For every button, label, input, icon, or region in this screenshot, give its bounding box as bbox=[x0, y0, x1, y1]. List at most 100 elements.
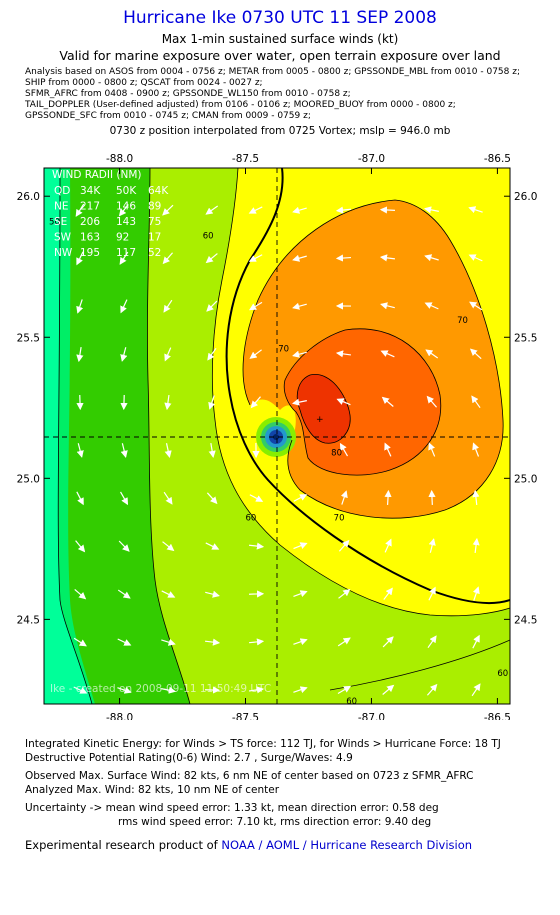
wind-vector-arrow bbox=[207, 347, 217, 361]
wind-vector-arrow bbox=[336, 398, 351, 406]
y-tick-label-left: 26.0 bbox=[17, 191, 40, 203]
uncertainty-line-1: Uncertainty -> mean wind speed error: 1.… bbox=[25, 802, 439, 814]
wind-vector-arrow bbox=[162, 252, 174, 265]
wind-radii-cell: 143 bbox=[116, 216, 136, 228]
wind-vector-arrow bbox=[292, 206, 307, 214]
wind-vector-arrow bbox=[339, 442, 349, 457]
x-tick-label-top: -88.0 bbox=[106, 153, 133, 165]
wind-vector-arrow bbox=[76, 443, 84, 458]
wind-vector-arrow bbox=[472, 537, 480, 553]
y-tick-label-left: 25.0 bbox=[17, 473, 40, 485]
x-tick-label-bottom: -87.0 bbox=[358, 712, 385, 720]
wind-radii-cell: 34K bbox=[80, 185, 101, 197]
wind-vector-arrow bbox=[340, 490, 348, 505]
x-tick-label-bottom: -88.0 bbox=[106, 712, 133, 720]
wind-vector-arrow bbox=[76, 347, 84, 363]
wind-vector-arrow bbox=[118, 540, 130, 552]
y-tick-label-left: 24.5 bbox=[17, 614, 40, 626]
wind-radii-cell: 17 bbox=[148, 232, 161, 244]
wind-vector-arrow bbox=[384, 489, 392, 505]
wind-vector-arrow bbox=[338, 588, 351, 599]
wind-field-map: + 50 60 70 80 70 60 70 60 60 WIND RADII (NM) QD 3… bbox=[17, 153, 538, 720]
x-tick-label-bottom: -87.5 bbox=[232, 712, 259, 720]
analysis-line-5: GPSSONDE_SFC from 0010 - 0745 z; CMAN fr… bbox=[25, 111, 311, 121]
wind-vector-arrow bbox=[380, 302, 395, 310]
x-tick-label-bottom: -86.5 bbox=[484, 712, 511, 720]
wind-vector-arrow bbox=[250, 396, 261, 409]
wind-vector-arrow bbox=[293, 590, 308, 598]
wind-radii-cell: 163 bbox=[80, 232, 100, 244]
wind-vector-arrow bbox=[117, 589, 131, 599]
wind-radii-cell: 64K bbox=[148, 185, 169, 197]
contour-label: 60 bbox=[346, 697, 357, 707]
wind-radii-cell: 50K bbox=[116, 185, 137, 197]
wind-vector-arrow bbox=[73, 637, 87, 647]
contour-line-60w bbox=[147, 168, 191, 704]
contour-line-90 bbox=[283, 328, 442, 476]
wind-vector-arrow bbox=[164, 347, 172, 362]
credit-org-link[interactable]: NOAA / AOML / Hurricane Research Divisio… bbox=[221, 838, 473, 852]
contour-label: 60 bbox=[246, 514, 257, 524]
wind-vector-arrow bbox=[76, 251, 84, 266]
wind-vector-arrow bbox=[427, 635, 437, 649]
wind-radii-cell: SW bbox=[54, 232, 72, 244]
wind-radii-cell: NE bbox=[54, 201, 69, 213]
x-tick-label-top: -87.5 bbox=[232, 153, 259, 165]
analysis-line-4: TAIL_DOPPLER (User-defined adjusted) fro… bbox=[25, 100, 456, 110]
credit-prefix: Experimental research product of bbox=[25, 838, 222, 852]
ike-line: Integrated Kinetic Energy: for Winds > T… bbox=[25, 738, 501, 750]
wind-vector-arrow bbox=[469, 301, 483, 311]
wind-vectors bbox=[73, 203, 483, 697]
wind-vector-arrow bbox=[382, 636, 394, 648]
wind-vector-arrow bbox=[471, 395, 481, 409]
y-tick-label-right: 25.0 bbox=[514, 473, 537, 485]
wind-vector-arrow bbox=[293, 638, 308, 646]
center-crosshair bbox=[44, 168, 510, 704]
wind-vector-arrow bbox=[379, 254, 395, 262]
wind-vector-arrow bbox=[205, 253, 218, 264]
wind-radii-table: WIND RADII (NM) QD 34K 50K 64K NE 217 146 89 SE 2… bbox=[52, 169, 169, 259]
contour-label: 70 bbox=[334, 514, 345, 524]
wind-vector-arrow bbox=[161, 686, 177, 694]
wind-vector-arrow bbox=[426, 395, 438, 408]
contour-label: 60 bbox=[203, 232, 214, 242]
wind-vector-arrow bbox=[208, 443, 216, 459]
contour-label: 60 bbox=[497, 669, 508, 679]
wind-vector-arrow bbox=[120, 443, 128, 458]
wind-vector-arrow bbox=[338, 539, 350, 552]
contour-label: 70 bbox=[457, 316, 468, 326]
wind-vector-arrow bbox=[472, 586, 480, 601]
wind-vector-arrow bbox=[164, 443, 172, 458]
eye-rings bbox=[256, 417, 296, 457]
x-tick-label-top: -86.5 bbox=[484, 153, 511, 165]
wind-vector-arrow bbox=[425, 349, 439, 359]
contour-line-60e bbox=[329, 639, 510, 691]
wind-vector-arrow bbox=[468, 206, 483, 214]
wind-radii-cell: 92 bbox=[116, 232, 129, 244]
wind-vector-arrow bbox=[291, 398, 307, 406]
contour-line-100 bbox=[296, 373, 351, 444]
wind-vector-arrow bbox=[205, 686, 221, 694]
wind-vector-arrow bbox=[293, 686, 308, 694]
wind-vector-arrow bbox=[423, 206, 439, 214]
wind-vector-arrow bbox=[163, 299, 173, 313]
wind-radii-cell: 52 bbox=[148, 247, 161, 259]
wind-radii-cell: 117 bbox=[116, 247, 136, 259]
wind-vector-arrow bbox=[424, 254, 439, 262]
y-tick-label-left: 25.5 bbox=[17, 332, 40, 344]
wind-vector-arrow bbox=[379, 206, 395, 214]
wind-radii-cell: 75 bbox=[148, 216, 161, 228]
wind-vector-arrow bbox=[161, 590, 176, 598]
wind-radii-cell: 146 bbox=[116, 201, 136, 213]
contour-fill-layer bbox=[44, 168, 510, 704]
wind-vector-arrow bbox=[120, 347, 128, 362]
wind-vector-arrow bbox=[428, 586, 436, 601]
wind-vector-arrow bbox=[428, 489, 436, 505]
wind-vector-arrow bbox=[248, 254, 263, 262]
wind-vector-arrow bbox=[75, 540, 86, 553]
wind-vector-arrow bbox=[164, 395, 172, 411]
wind-vector-arrow bbox=[337, 685, 352, 695]
wind-vector-arrow bbox=[117, 686, 132, 694]
wind-vector-arrow bbox=[384, 538, 392, 553]
chart-subtitle-winds: Max 1-min sustained surface winds (kt) bbox=[161, 32, 399, 46]
